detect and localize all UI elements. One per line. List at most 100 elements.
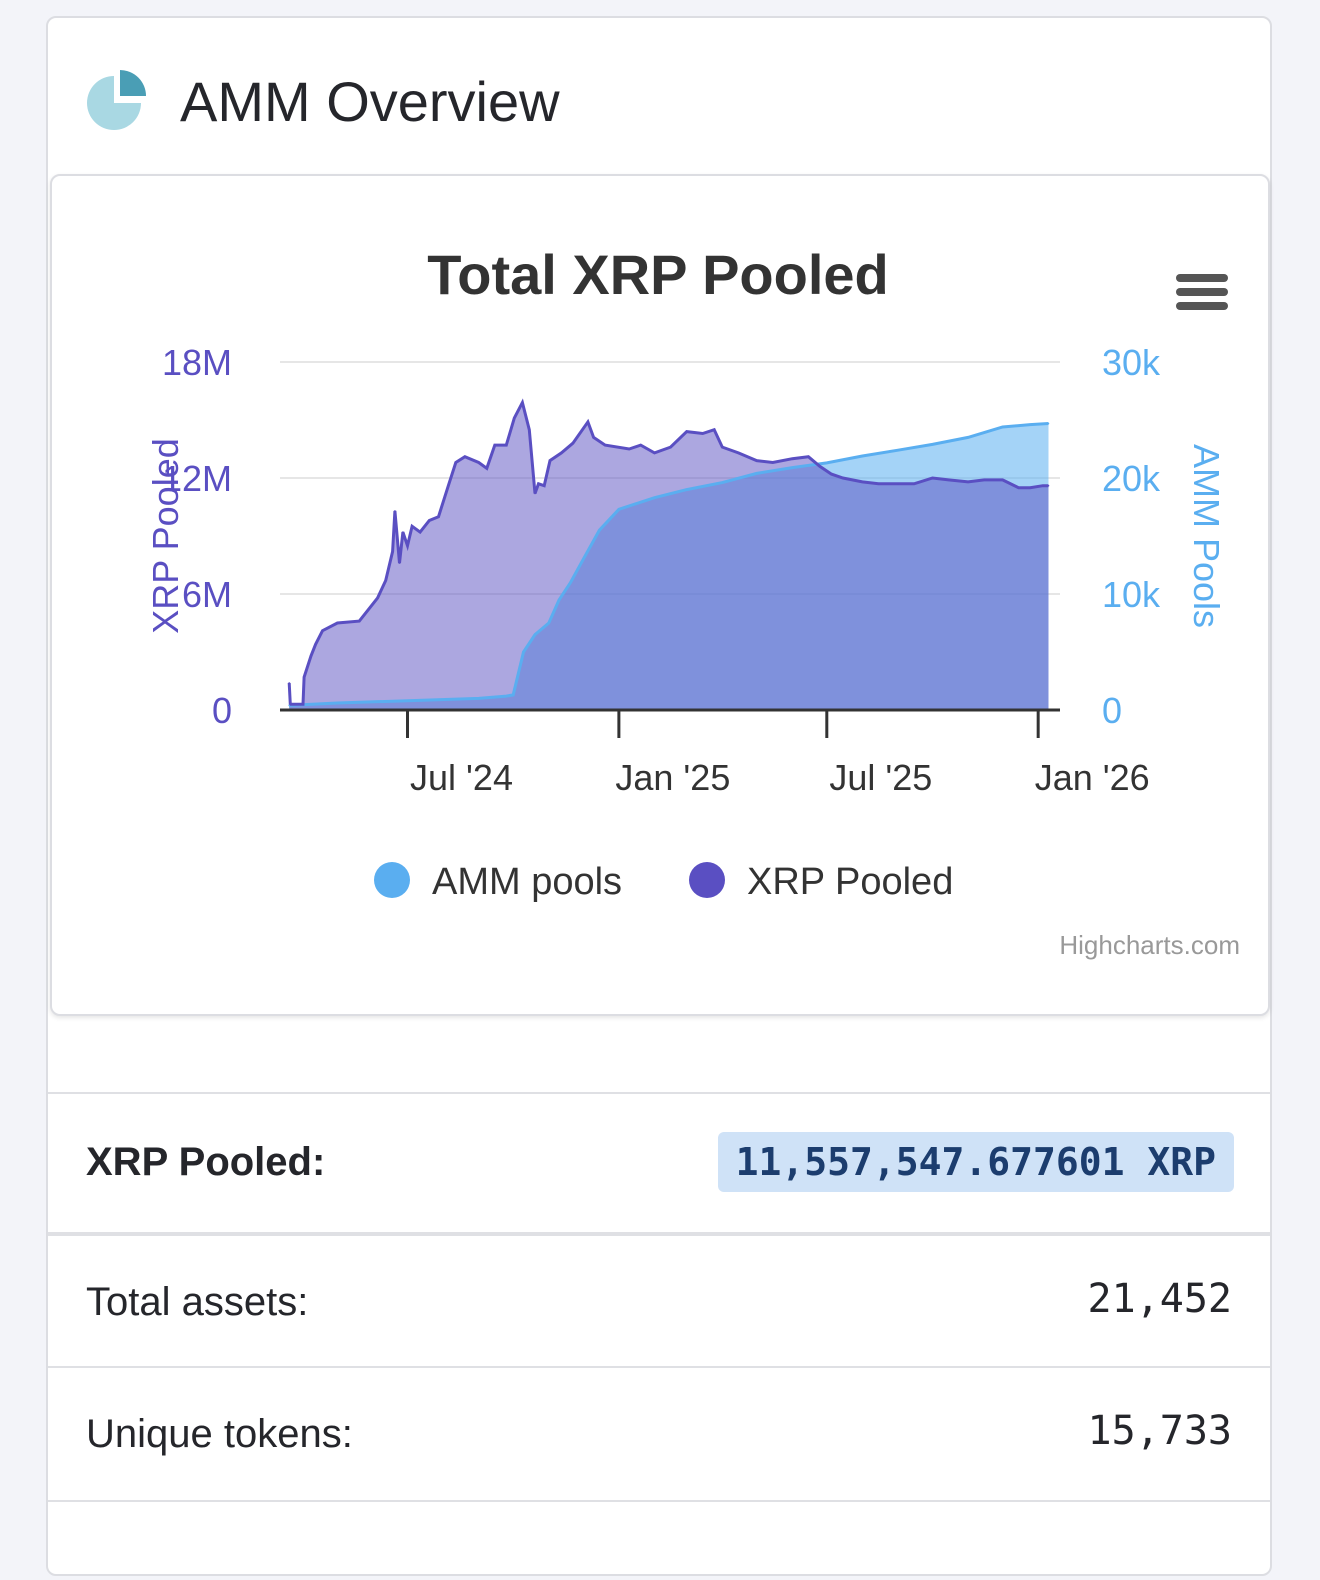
amm-pools-point [548,622,550,624]
amm-pools-point [653,496,656,499]
amm-pools-point [336,702,339,704]
xrp-pooled-point [653,452,656,454]
total-assets-label: Total assets: [86,1280,309,1324]
xrp-pooled-point [755,459,758,462]
left-axis-tick-label: 18M [162,342,232,383]
amm-pools-point [967,436,969,439]
xrp-pooled-point [419,531,421,533]
panel-header: AMM Overview [48,18,1270,174]
axes: 0 6M 12M 18M 0 10k 20k 30k Jul '24 Jan '25 Jul '25… [162,342,1161,798]
xrp-pooled-point [967,481,969,483]
xrp-pooled-point [428,519,431,522]
xrp-pooled-point [310,655,312,657]
x-axis-tick-label: Jul '25 [829,757,932,798]
legend-label-amm-pools: AMM pools [432,861,622,903]
left-axis-tick-label: 0 [212,690,232,731]
amm-pools-point [897,449,899,452]
amm-pools-point [522,651,525,653]
xrp-pooled-point [391,550,394,553]
amm-pools-point [791,466,794,469]
xrp-pooled-point [1042,484,1044,487]
xrp-pooled-point [534,492,536,495]
xrp-pooled-point [289,703,292,705]
stat-row-total-assets: Total assets: 21,452 [48,1232,1270,1366]
xrp-pooled-point [288,682,290,684]
xrp-pooled-point [398,562,401,564]
xrp-pooled-point [486,467,488,470]
xrp-pooled-point [628,448,630,450]
legend-label-xrp-pooled: XRP Pooled [747,861,953,903]
amm-pools-point [861,455,864,457]
right-axis-tick-label: 20k [1102,458,1161,499]
xrp-pooled-point [1017,486,1020,489]
xrp-pooled-point [384,579,387,582]
amm-pools-point [618,508,620,511]
highcharts-credit[interactable]: Highcharts.com [1059,930,1240,960]
amm-pools-point [721,481,724,484]
total-assets-value: 21,452 [1087,1276,1233,1322]
xrp-pooled-point [592,436,595,439]
xrp-pooled-point [321,629,324,632]
xrp-pooled-point [1047,484,1050,487]
legend-item-amm-pools[interactable]: AMM pools [374,861,622,903]
legend-item-xrp-pooled[interactable]: XRP Pooled [689,861,953,903]
xrp-pooled-point [737,452,740,454]
left-axis-tick-label: 6M [182,574,232,615]
xrp-pooled-point [528,428,531,431]
chart-card: Total XRP Pooled 0 6M 12M 18M 0 10k 20k 30k Jul … [50,174,1270,1016]
amm-overview-panel: AMM Overview Total XRP Pooled 0 6M 12M 18M 0… [46,16,1272,1576]
xrp-pooled-point [721,446,724,448]
xrp-pooled-point [394,510,396,512]
xrp-pooled-point [639,444,642,446]
xrp-pooled-point [587,421,589,423]
xrp-pooled-point [1001,479,1004,481]
xrp-pooled-legend-dot [689,862,725,898]
left-axis-title: XRP Pooled [145,438,186,633]
xrp-pooled-point [807,455,810,458]
xrp-pooled-point [861,481,864,483]
xrp-pooled-point [455,461,457,464]
xrp-pooled-point [713,428,715,431]
xrp-pooled-label: XRP Pooled: [86,1140,326,1184]
xrp-pooled-point [819,465,821,468]
right-axis-tick-label: 30k [1102,342,1161,383]
xrp-pooled-point [1029,486,1031,489]
xrp-pooled-point [376,597,379,599]
xrp-pooled-line [287,398,1049,706]
hamburger-menu-icon[interactable] [1176,272,1228,312]
xrp-pooled-chart: Total XRP Pooled 0 6M 12M 18M 0 10k 20k 30k Jul … [145,243,1240,960]
xrp-pooled-point [931,477,934,479]
right-axis-tick-label: 0 [1102,690,1122,731]
amm-pools-point [558,599,560,601]
xrp-pooled-point [303,676,305,678]
right-axis-title: AMM Pools [1186,444,1227,628]
xrp-pooled-point [791,457,794,460]
unique-tokens-value: 15,733 [1087,1408,1233,1454]
amm-pools-point [931,443,934,446]
amm-pools-point [1001,426,1004,428]
amm-pools-point [288,704,290,707]
amm-pools-point [685,488,688,491]
xrp-pooled-point [358,620,361,622]
xrp-pooled-point [897,483,899,485]
amm-pools-point [582,558,585,560]
xrp-pooled-point [560,452,563,454]
xrp-pooled-area [289,402,1049,710]
amm-pools-point [1047,422,1050,425]
xrp-pooled-point [543,484,545,487]
amm-pools-point [1029,423,1031,426]
xrp-pooled-point [336,622,339,624]
left-axis-tick-label: 12M [162,458,232,499]
amm-pools-point [406,699,409,702]
amm-pools-point [505,695,508,697]
xrp-pooled-point [494,444,496,446]
xrp-pooled-point [830,473,833,475]
stat-row-next [48,1500,1270,1580]
xrp-pooled-point [437,515,440,518]
x-axis-tick-label: Jan '25 [615,757,730,798]
stat-row-unique-tokens: Unique tokens: 15,733 [48,1366,1270,1500]
xrp-pooled-point [464,455,466,458]
amm-pools-point [512,694,514,696]
amm-pools-legend-dot [374,862,410,898]
xrp-pooled-point [842,477,844,479]
